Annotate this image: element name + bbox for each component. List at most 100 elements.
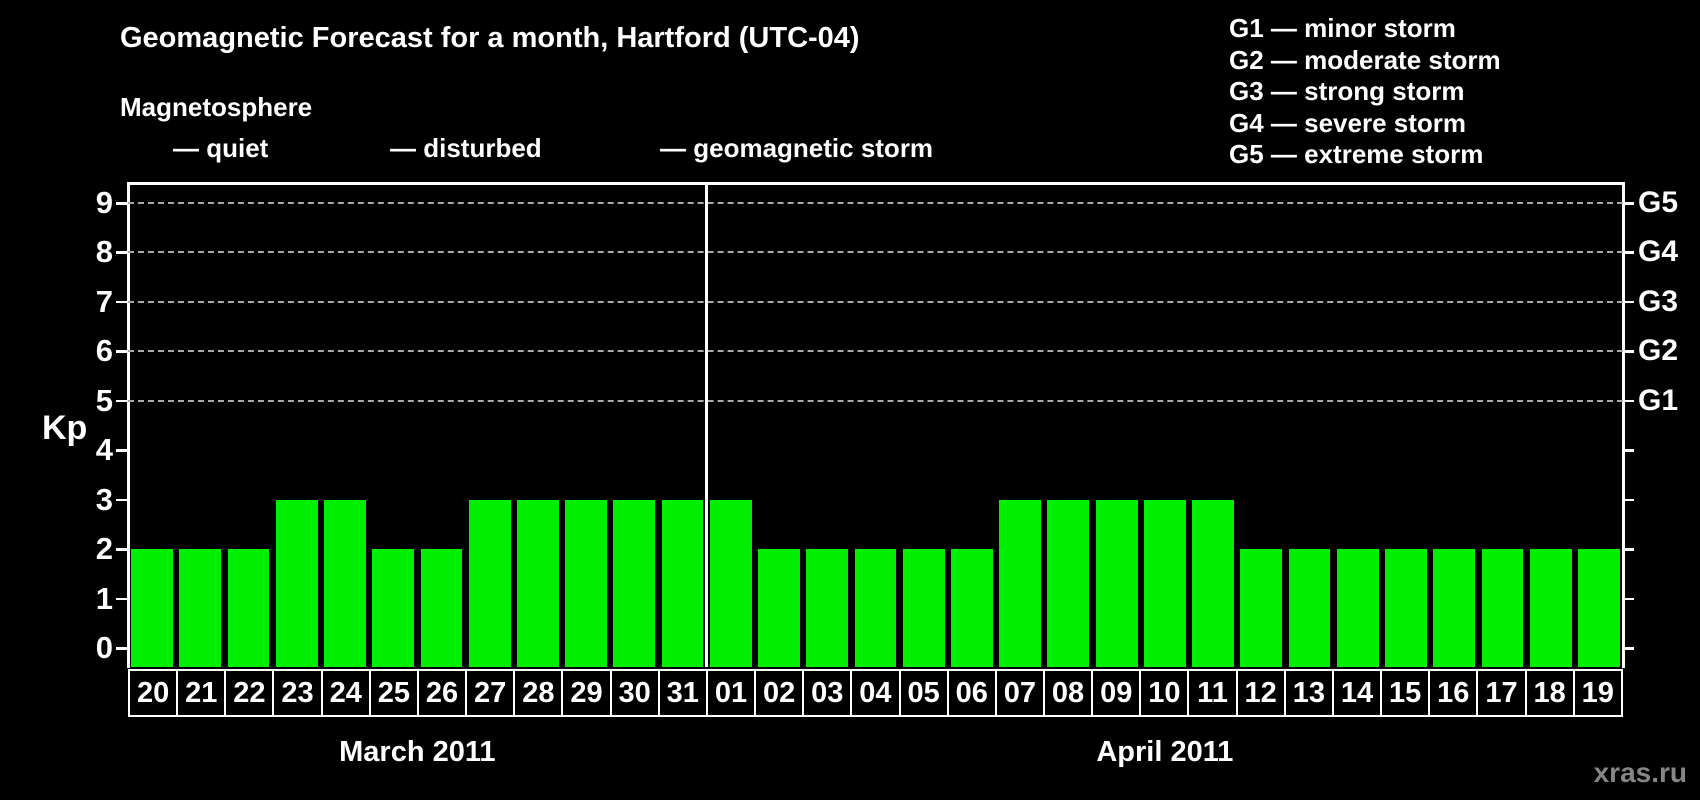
quiet-color-swatch: [130, 135, 163, 162]
date-cell: 11: [1187, 669, 1238, 717]
date-cell: 29: [561, 669, 612, 717]
date-cell: 26: [416, 669, 468, 717]
date-cell: 18: [1524, 669, 1575, 717]
date-cell: 02: [754, 669, 805, 717]
y-axis-tick-label: 7: [95, 283, 113, 319]
date-cell: 28: [513, 669, 564, 717]
month-separator-line: [705, 184, 708, 667]
kp-bar: [613, 499, 656, 667]
plot-area: [128, 184, 1623, 667]
kp-bar: [854, 549, 897, 667]
date-cell: 04: [850, 669, 901, 717]
kp-bar: [999, 499, 1042, 667]
y-axis-title: Kp: [42, 409, 88, 447]
date-cell: 06: [946, 669, 997, 717]
kp-bar: [275, 499, 318, 667]
y-axis-tick-label: 5: [95, 382, 113, 418]
g-legend-line: G2 — moderate storm: [1229, 44, 1501, 75]
magnetosphere-label: Magnetosphere: [120, 92, 313, 122]
g-axis-tick-label: G2: [1638, 334, 1679, 368]
y-axis-tick-right: [1623, 647, 1634, 650]
kp-bar: [902, 549, 945, 667]
disturbed-color-swatch: [347, 135, 380, 162]
kp-bar: [372, 549, 415, 667]
y-axis-tick: [116, 251, 127, 254]
x-axis-date-row: 20 21 22 23 24 25 26 27 28 29 30 31 01 02 03 04 05 06 07 08…: [128, 669, 1623, 717]
kp-bar: [468, 499, 511, 667]
g-axis-tick-label: G1: [1638, 383, 1679, 417]
g-legend-line: G3 — strong storm: [1229, 76, 1465, 106]
kp-bar: [1336, 549, 1379, 667]
date-cell: 08: [1042, 669, 1094, 717]
date-cell: 14: [1331, 669, 1383, 717]
chart-title: Geomagnetic Forecast for a month, Hartfo…: [120, 22, 860, 54]
gridline: [128, 300, 1623, 303]
legend-label: — disturbed: [390, 132, 542, 163]
date-cell: 15: [1380, 669, 1431, 717]
y-axis-tick-right: [1623, 399, 1634, 403]
kp-bar: [1143, 499, 1186, 667]
g-legend-line: G5 — extreme storm: [1229, 139, 1484, 169]
date-cell: 07: [994, 669, 1045, 717]
kp-bar: [1288, 549, 1331, 667]
month-label: April 2011: [1096, 736, 1234, 768]
kp-bar: [131, 549, 173, 667]
date-cell: 24: [320, 669, 371, 717]
y-axis-tick-label: 9: [95, 185, 113, 221]
y-axis-tick-right: [1623, 300, 1634, 304]
date-cell: 23: [272, 669, 323, 717]
legend-label: — geomagnetic storm: [660, 132, 934, 163]
date-cell: 17: [1476, 669, 1527, 717]
kp-bar: [1192, 499, 1234, 667]
y-axis-tick-right: [1623, 548, 1634, 551]
date-cell: 01: [705, 669, 757, 717]
y-axis-tick-label: 6: [95, 333, 113, 369]
kp-bar: [179, 549, 222, 667]
kp-bar: [565, 499, 608, 667]
y-axis-tick-label: 0: [95, 630, 113, 665]
g-legend-line: G4 — severe storm: [1229, 107, 1467, 138]
kp-bar: [1433, 549, 1476, 667]
date-cell: 22: [224, 669, 275, 717]
date-cell: 10: [1139, 669, 1190, 717]
y-axis-tick: [116, 548, 127, 551]
kp-bar: [227, 549, 270, 667]
gridline: [128, 251, 1623, 254]
kp-bar: [806, 549, 849, 667]
kp-bar: [324, 499, 366, 667]
y-axis-tick-right: [1623, 350, 1634, 353]
y-axis-tick-label: 3: [95, 481, 113, 517]
y-axis-tick: [116, 597, 127, 601]
date-cell: 05: [898, 669, 949, 717]
kp-bar: [1047, 499, 1090, 667]
y-axis-tick-label: 8: [95, 234, 113, 270]
y-axis-tick-right: [1623, 202, 1634, 205]
kp-bar: [1240, 549, 1283, 667]
date-cell: 16: [1428, 669, 1479, 717]
date-cell: 03: [802, 669, 853, 717]
date-cell: 25: [368, 669, 419, 717]
g-axis-tick-label: G4: [1638, 235, 1679, 269]
legend-item-disturbed: — disturbed: [347, 133, 542, 163]
date-cell: 21: [176, 669, 227, 717]
y-axis-tick-label: 4: [95, 432, 113, 468]
g-axis-tick-label: G3: [1638, 284, 1679, 318]
plot-left-border: [127, 184, 130, 668]
y-axis-tick: [116, 449, 127, 452]
date-cell: 13: [1283, 669, 1334, 717]
gridline: [128, 399, 1623, 402]
y-axis-tick-right: [1623, 449, 1634, 452]
date-cell: 27: [465, 669, 516, 717]
kp-bar: [1577, 549, 1620, 667]
kp-bar: [1385, 549, 1427, 667]
plot-right-border: [1622, 184, 1625, 668]
y-axis-tick: [116, 300, 127, 304]
kp-bar: [661, 499, 704, 667]
y-axis-tick-label: 1: [95, 580, 113, 616]
y-axis-tick-label: 2: [95, 531, 113, 567]
plot-top-border: [127, 182, 1625, 185]
kp-bar: [1095, 499, 1138, 667]
date-cell: 12: [1235, 669, 1286, 717]
date-cell: 30: [609, 669, 660, 717]
